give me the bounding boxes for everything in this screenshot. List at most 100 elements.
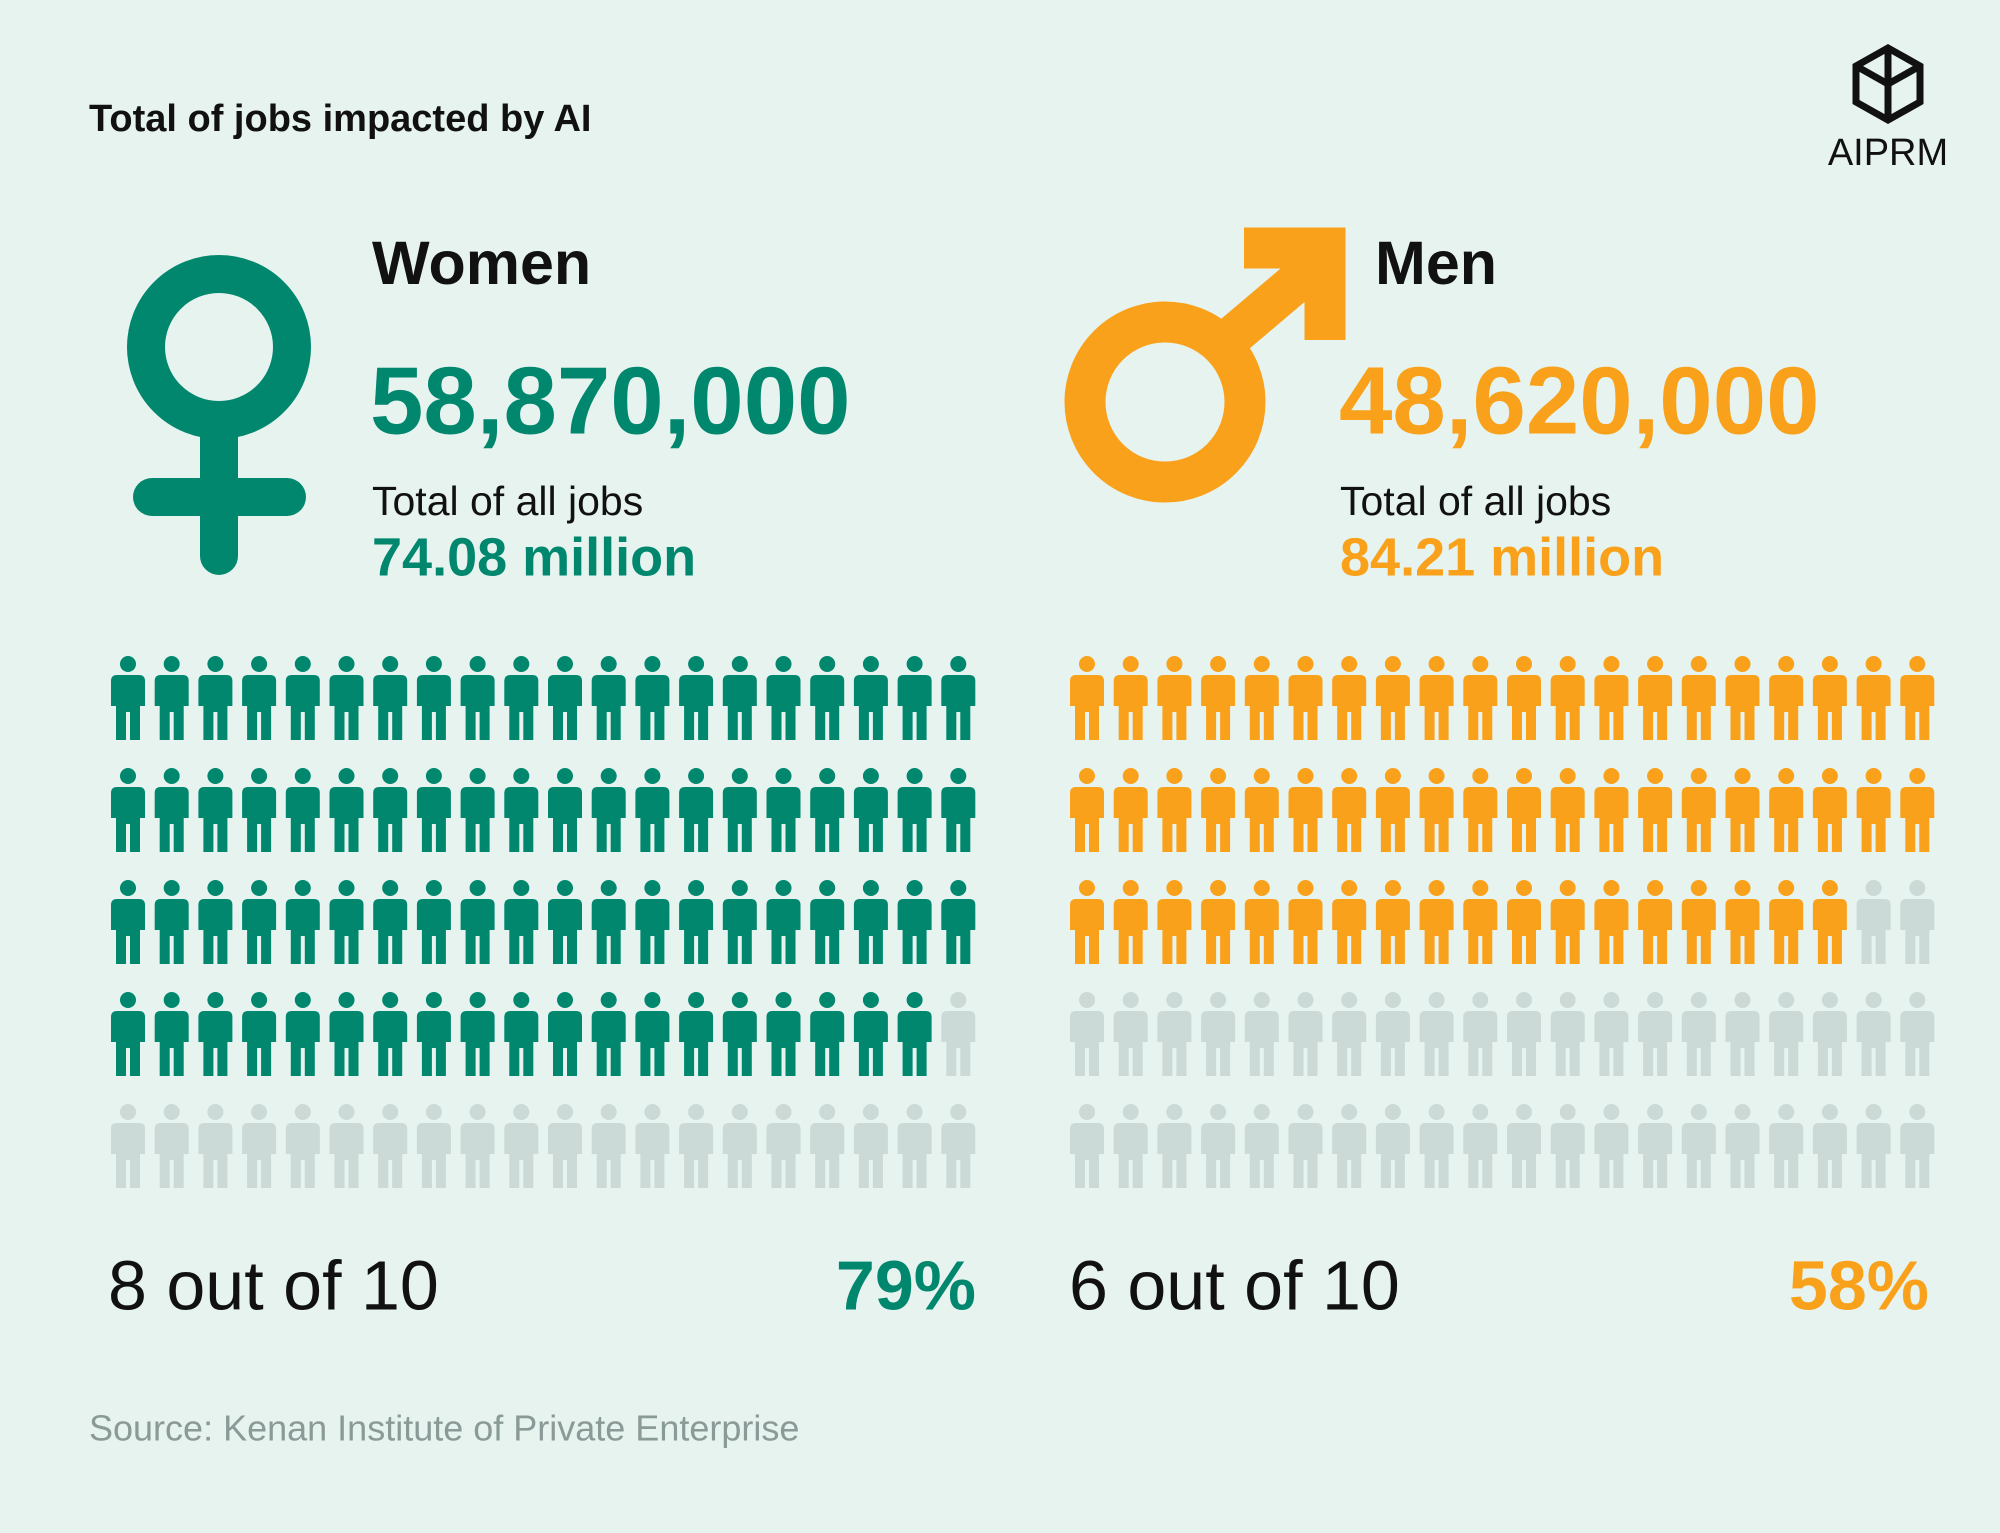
person-icon-filled bbox=[1157, 768, 1192, 852]
person-icon-filled bbox=[1681, 768, 1716, 852]
person-icon-filled bbox=[548, 768, 582, 852]
person-icon-filled bbox=[853, 992, 888, 1076]
person-icon-filled bbox=[285, 768, 320, 852]
person-icon-filled bbox=[591, 768, 626, 852]
source: Source: Kenan Institute of Private Enter… bbox=[89, 1408, 799, 1449]
total-label: Total of all jobs bbox=[372, 478, 643, 524]
person-icon-filled bbox=[1157, 880, 1192, 964]
person-icon-empty bbox=[1244, 992, 1279, 1076]
person-icon-empty bbox=[1856, 1104, 1891, 1188]
person-icon-filled bbox=[460, 768, 495, 852]
person-icon-filled bbox=[1375, 768, 1410, 852]
person-icon-filled bbox=[504, 992, 539, 1076]
person-icon-empty bbox=[1812, 992, 1847, 1076]
person-icon-filled bbox=[111, 768, 145, 852]
ratio: 6 out of 10 bbox=[1069, 1246, 1400, 1324]
person-icon-empty bbox=[1507, 992, 1541, 1076]
person-icon-filled bbox=[1638, 768, 1673, 852]
person-icon-filled bbox=[941, 880, 976, 964]
person-icon-filled bbox=[548, 992, 582, 1076]
person-icon-empty bbox=[1375, 992, 1410, 1076]
person-icon-filled bbox=[722, 880, 757, 964]
person-icon-empty bbox=[1113, 992, 1148, 1076]
person-icon-filled bbox=[242, 992, 277, 1076]
person-icon-filled bbox=[1550, 880, 1585, 964]
person-icon-filled bbox=[1638, 880, 1673, 964]
person-icon-filled bbox=[679, 656, 714, 740]
person-icon-empty bbox=[285, 1104, 320, 1188]
person-icon-filled bbox=[766, 768, 801, 852]
person-icon-empty bbox=[1375, 1104, 1410, 1188]
female-symbol bbox=[127, 255, 311, 575]
person-icon-filled bbox=[1550, 768, 1585, 852]
person-icon-filled bbox=[1288, 656, 1323, 740]
person-icon-filled bbox=[111, 992, 145, 1076]
person-icon-filled bbox=[111, 656, 145, 740]
person-icon-filled bbox=[460, 656, 495, 740]
person-icon-empty bbox=[1463, 1104, 1498, 1188]
person-icon-filled bbox=[766, 992, 801, 1076]
person-icon-filled bbox=[1113, 656, 1148, 740]
person-icon-filled bbox=[285, 992, 320, 1076]
person-icon-filled bbox=[1463, 656, 1498, 740]
title: Total of jobs impacted by AI bbox=[89, 98, 591, 140]
person-icon-empty bbox=[1157, 1104, 1192, 1188]
person-icon-filled bbox=[1419, 656, 1454, 740]
person-icon-filled bbox=[373, 768, 408, 852]
person-icon-filled bbox=[1594, 656, 1629, 740]
person-icon-filled bbox=[1769, 656, 1804, 740]
percent-label: 58% bbox=[1789, 1246, 1929, 1324]
person-icon-empty bbox=[941, 992, 976, 1076]
person-icon-filled bbox=[1812, 656, 1847, 740]
person-icon-filled bbox=[1594, 768, 1629, 852]
person-icon-filled bbox=[1769, 768, 1804, 852]
person-icon-filled bbox=[897, 768, 932, 852]
person-icon-empty bbox=[1638, 992, 1673, 1076]
person-icon-filled bbox=[1856, 656, 1891, 740]
person-icon-filled bbox=[373, 992, 408, 1076]
person-icon-filled bbox=[679, 992, 714, 1076]
person-icon-filled bbox=[897, 656, 932, 740]
person-icon-filled bbox=[1900, 656, 1935, 740]
person-icon-filled bbox=[1681, 656, 1716, 740]
person-icon-filled bbox=[1725, 768, 1760, 852]
person-icon-filled bbox=[941, 768, 976, 852]
person-icon-filled bbox=[242, 656, 277, 740]
person-icon-filled bbox=[154, 656, 189, 740]
person-icon-filled bbox=[329, 656, 364, 740]
person-icon-empty bbox=[373, 1104, 408, 1188]
person-icon-empty bbox=[853, 1104, 888, 1188]
person-icon-filled bbox=[722, 656, 757, 740]
person-icon-filled bbox=[1332, 768, 1367, 852]
person-icon-filled bbox=[329, 992, 364, 1076]
person-icon-filled bbox=[1463, 768, 1498, 852]
person-icon-empty bbox=[242, 1104, 277, 1188]
person-icon-filled bbox=[416, 656, 451, 740]
person-icon-empty bbox=[591, 1104, 626, 1188]
person-icon-filled bbox=[373, 656, 408, 740]
person-icon-empty bbox=[1638, 1104, 1673, 1188]
person-icon-filled bbox=[679, 768, 714, 852]
person-icon-filled bbox=[1201, 880, 1236, 964]
person-icon-filled bbox=[766, 656, 801, 740]
person-icon-filled bbox=[1550, 656, 1585, 740]
person-icon-filled bbox=[1288, 768, 1323, 852]
person-icon-empty bbox=[1201, 1104, 1236, 1188]
total-label: Total of all jobs bbox=[1340, 478, 1611, 524]
person-icon-filled bbox=[416, 768, 451, 852]
person-icon-empty bbox=[1550, 992, 1585, 1076]
person-icon-filled bbox=[1900, 768, 1935, 852]
person-icon-empty bbox=[1681, 992, 1716, 1076]
person-icon-filled bbox=[591, 992, 626, 1076]
person-icon-filled bbox=[242, 880, 277, 964]
person-icon-empty bbox=[1900, 1104, 1935, 1188]
person-icon-filled bbox=[1725, 880, 1760, 964]
person-icon-filled bbox=[198, 880, 233, 964]
person-icon-filled bbox=[154, 880, 189, 964]
person-icon-empty bbox=[635, 1104, 670, 1188]
person-icon-filled bbox=[1856, 768, 1891, 852]
person-icon-filled bbox=[591, 656, 626, 740]
person-icon-empty bbox=[1244, 1104, 1279, 1188]
person-icon-empty bbox=[1463, 992, 1498, 1076]
